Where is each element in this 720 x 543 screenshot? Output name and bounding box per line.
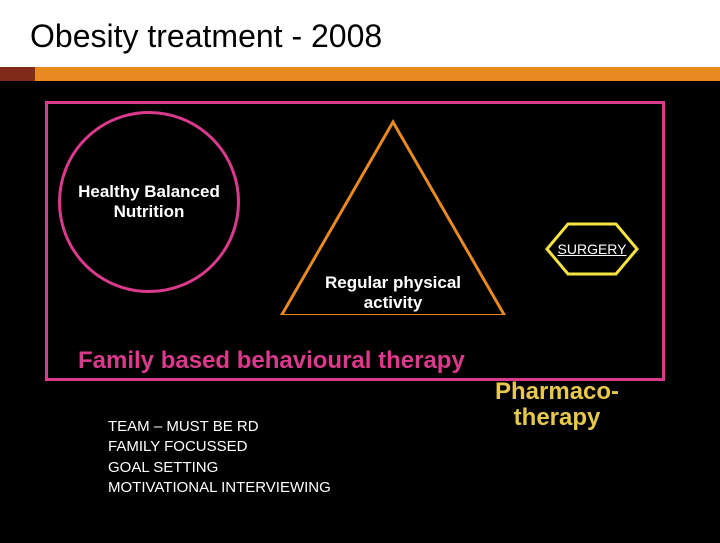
divider-bar [0, 67, 720, 81]
activity-label: Regular physical activity [250, 273, 536, 312]
nutrition-label: Healthy Balanced Nutrition [78, 182, 220, 223]
fbt-label: Family based behavioural therapy [78, 347, 465, 375]
activity-label-line1: Regular physical [325, 273, 461, 292]
bullet-item: FAMILY FOCUSSED [108, 437, 331, 457]
bullet-item: GOAL SETTING [108, 458, 331, 478]
pharma-line2: therapy [514, 404, 601, 431]
nutrition-label-line2: Nutrition [114, 202, 185, 221]
nutrition-label-line1: Healthy Balanced [78, 182, 220, 201]
divider-left [0, 67, 35, 81]
divider-right [35, 67, 720, 81]
pharmacotherapy-label: Pharmaco- therapy [495, 379, 619, 432]
content-area: Healthy Balanced Nutrition Regular physi… [0, 81, 720, 543]
title-area: Obesity treatment - 2008 [0, 0, 720, 67]
surgery-hexagon: SURGERY [545, 222, 639, 276]
pharma-line1: Pharmaco- [495, 378, 619, 405]
bullet-item: MOTIVATIONAL INTERVIEWING [108, 478, 331, 498]
page-title: Obesity treatment - 2008 [30, 18, 690, 55]
nutrition-circle: Healthy Balanced Nutrition [58, 111, 240, 293]
activity-label-line2: activity [364, 293, 423, 312]
surgery-label: SURGERY [558, 241, 627, 257]
bullet-list: TEAM – MUST BE RD FAMILY FOCUSSED GOAL S… [108, 417, 331, 498]
bullet-item: TEAM – MUST BE RD [108, 417, 331, 437]
